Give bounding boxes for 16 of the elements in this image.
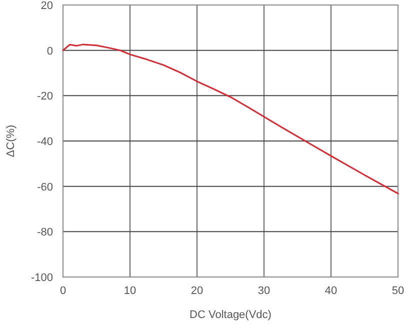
y-tick-label: -40 — [37, 136, 53, 148]
y-tick-label: -60 — [37, 181, 53, 194]
x-tick-label: 20 — [190, 285, 204, 297]
x-tick-label: 50 — [392, 285, 404, 297]
y-tick-label: 20 — [40, 0, 53, 12]
line-series — [62, 44, 399, 194]
x-axis-title: DC Voltage(Vdc) — [190, 309, 272, 321]
x-tick-label: 40 — [324, 285, 338, 297]
y-tick-label: -80 — [37, 226, 53, 239]
x-tick-label: 10 — [124, 285, 136, 297]
y-tick-label: 0 — [46, 45, 53, 58]
y-tick-label: -100 — [30, 272, 53, 284]
y-tick-label: -20 — [37, 90, 53, 103]
y-axis-title: ΔC(%) — [5, 124, 17, 158]
x-tick-label: 0 — [60, 285, 66, 297]
x-tick-label: 30 — [258, 285, 270, 297]
